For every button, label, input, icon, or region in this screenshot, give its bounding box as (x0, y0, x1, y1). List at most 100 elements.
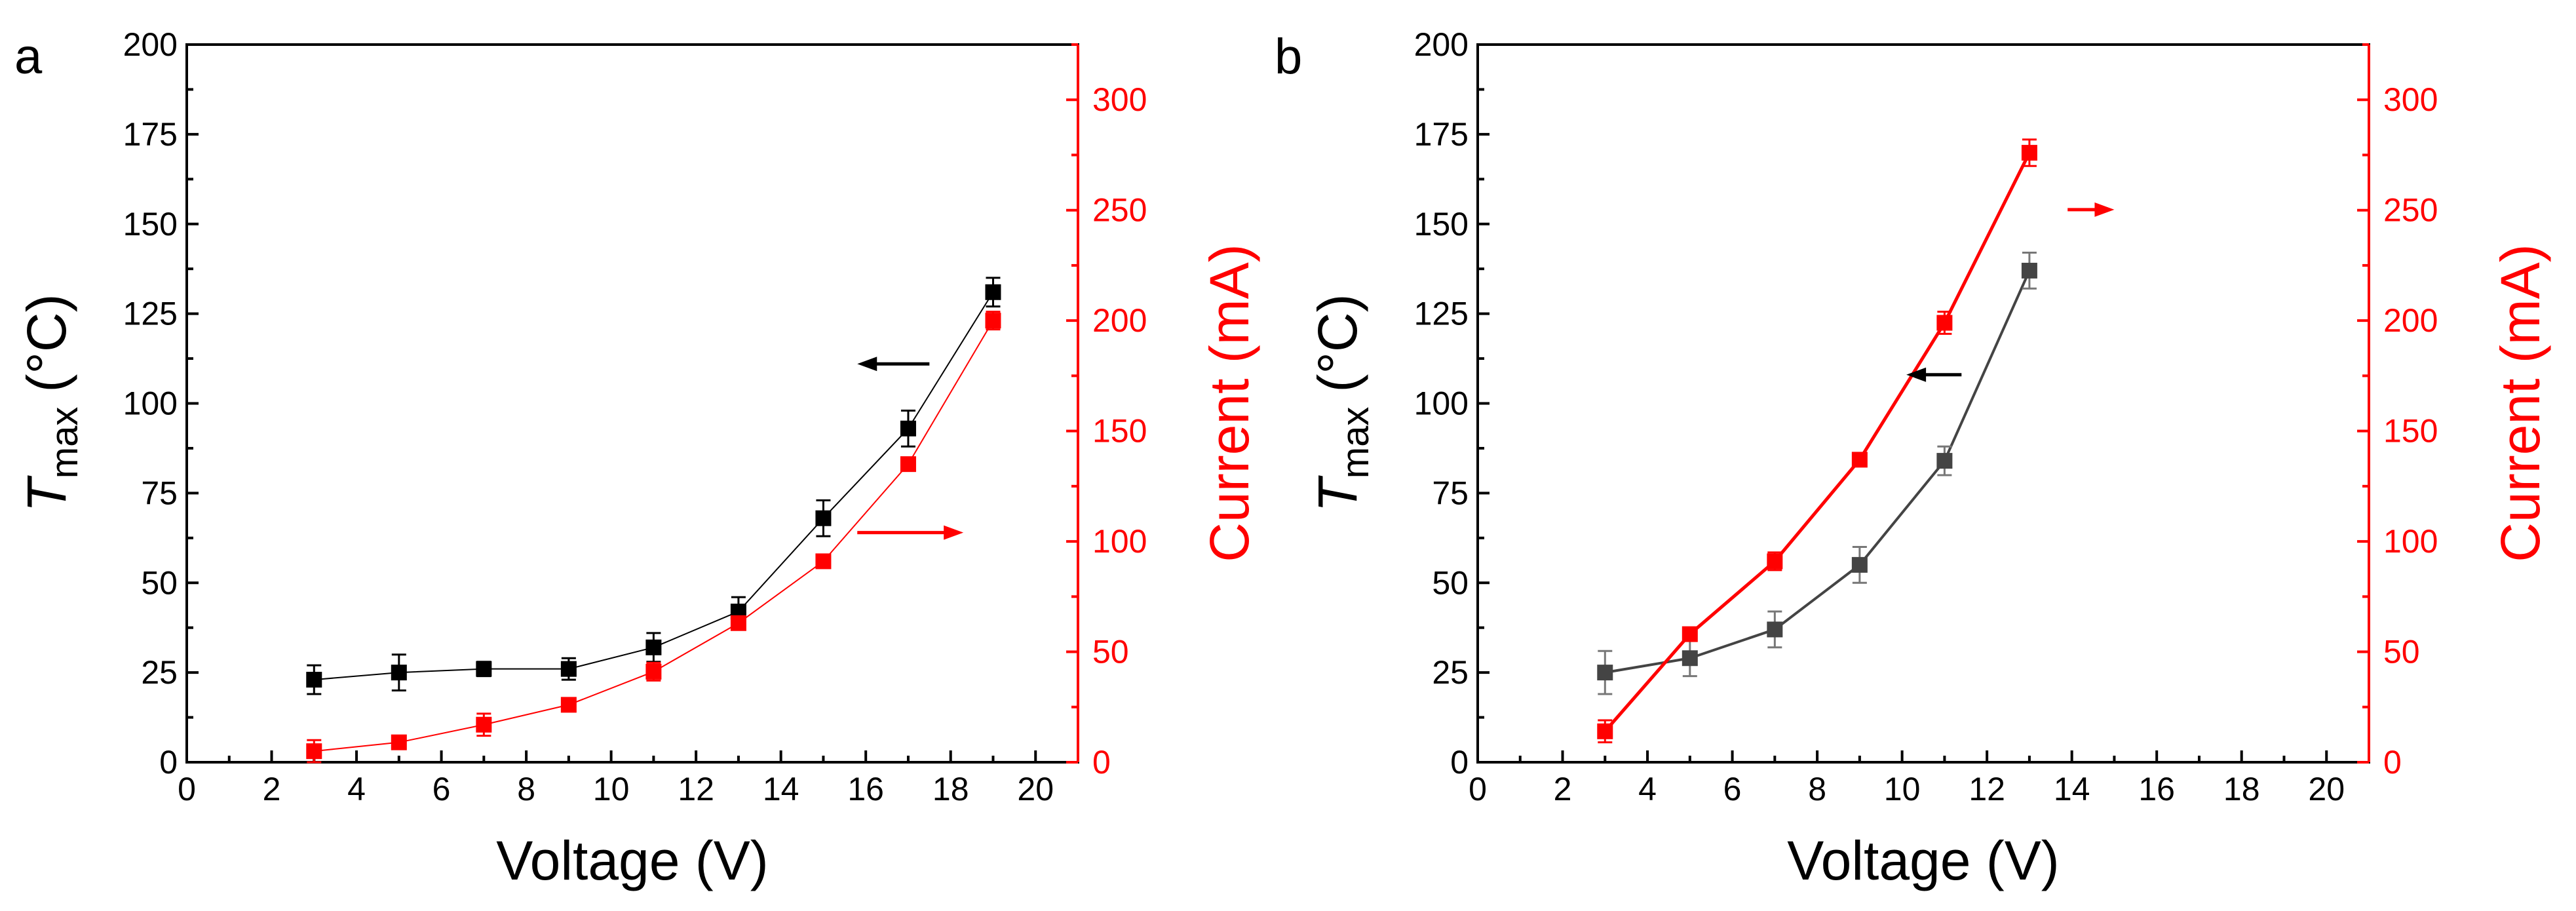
left-y-tick-label: 75 (1432, 475, 1469, 511)
data-point-Current (476, 716, 492, 733)
left-y-tick-label: 125 (1414, 296, 1469, 332)
data-point-T_max (2021, 262, 2037, 279)
right-y-tick-label: 0 (1092, 744, 1111, 781)
left-y-tick-label: 200 (123, 26, 178, 63)
series-line-Current (314, 320, 994, 752)
data-point-Current (645, 663, 662, 680)
x-tick-label: 16 (2138, 771, 2175, 807)
left-y-tick-label: 200 (1414, 26, 1469, 63)
right-y-tick-label: 300 (1092, 81, 1147, 118)
svg-text:Tmax(°C): Tmax (°C) (16, 294, 86, 512)
right-y-tick-label: 150 (2383, 413, 2438, 450)
series-line-Current (1604, 151, 2031, 733)
left-y-tick-label: 150 (1414, 206, 1469, 242)
left-y-tick-label: 175 (1414, 116, 1469, 153)
data-point-T_max (1597, 665, 1613, 681)
x-tick-label: 0 (1469, 771, 1487, 807)
left-y-tick-label: 75 (141, 475, 178, 511)
x-tick-label: 10 (1884, 771, 1921, 807)
x-tick-label: 6 (1723, 771, 1742, 807)
arrow-head (944, 525, 964, 540)
data-point-Current (1597, 723, 1613, 739)
arrow-head (857, 357, 877, 372)
x-tick-label: 10 (593, 771, 630, 807)
x-tick-label: 4 (347, 771, 366, 807)
data-point-T_max (985, 284, 1001, 300)
panel-b-left-y-axis-label: Tmax (°C) (1307, 294, 1377, 512)
data-point-T_max (1767, 621, 1783, 638)
left-y-tick-label: 125 (123, 296, 178, 332)
data-point-Current (1936, 315, 1953, 331)
right-y-tick-label: 0 (2383, 744, 2402, 781)
data-point-T_max (560, 661, 577, 677)
data-point-Current (306, 743, 322, 760)
panel-b-right-y-axis-label: Current (mA) (2489, 244, 2551, 562)
panel-a-ylabel-sub: max (43, 407, 86, 479)
panel-a-label: a (14, 29, 43, 85)
right-y-tick-label: 200 (1092, 302, 1147, 339)
right-y-tick-label: 50 (1092, 634, 1129, 670)
data-point-T_max (1851, 556, 1868, 573)
data-point-Current (2021, 145, 2037, 161)
x-tick-label: 4 (1638, 771, 1657, 807)
arrow-head (2094, 202, 2115, 217)
right-y-tick-label: 300 (2383, 81, 2438, 118)
panel-b: b 0 2 4 6 8 10 12 14 16 18 20 0 25 50 75 100 125 150 175 2… (1275, 26, 2551, 891)
right-y-tick-label: 100 (2383, 523, 2438, 560)
panel-a-series (306, 277, 1001, 764)
panel-b-arrows (1906, 202, 2115, 382)
data-point-T_max (476, 661, 492, 677)
x-tick-label: 14 (763, 771, 799, 807)
data-point-T_max (1936, 453, 1953, 469)
x-tick-label: 18 (932, 771, 969, 807)
data-point-Current (730, 615, 746, 631)
panel-a-ylabel-unit: (°C) (16, 294, 77, 392)
panel-b-x-ticks: 0 2 4 6 8 10 12 14 16 18 20 (1469, 750, 2345, 807)
panel-a-arrows (857, 357, 964, 540)
panel-a: a 0 2 4 6 8 10 12 14 16 18 20 0 25 50 75 100 125 150 175 2… (14, 26, 1260, 891)
panel-a-right-y-axis-label: Current (mA) (1199, 244, 1260, 562)
left-y-tick-label: 50 (1432, 564, 1469, 601)
left-y-tick-label: 175 (123, 116, 178, 153)
left-y-tick-label: 150 (123, 206, 178, 242)
x-tick-label: 2 (263, 771, 281, 807)
left-y-tick-label: 100 (1414, 385, 1469, 422)
data-point-Current (815, 553, 832, 570)
panel-b-label: b (1275, 29, 1302, 85)
panel-b-ylabel-unit: (°C) (1307, 294, 1368, 392)
panel-a-ylabel-t: T (16, 475, 77, 513)
data-point-T_max (900, 420, 916, 436)
x-tick-label: 12 (1969, 771, 2005, 807)
data-point-Current (1851, 452, 1868, 468)
series-line-T_max (1604, 270, 2031, 674)
left-y-tick-label: 25 (141, 654, 178, 691)
arrow-head (1906, 367, 1927, 382)
left-y-tick-label: 0 (159, 744, 178, 781)
x-tick-label: 8 (517, 771, 535, 807)
x-tick-label: 2 (1554, 771, 1572, 807)
data-point-Current (1682, 626, 1698, 642)
data-point-T_max (391, 665, 407, 681)
panel-a-x-ticks: 0 2 4 6 8 10 12 14 16 18 20 (178, 750, 1054, 807)
x-tick-label: 0 (178, 771, 196, 807)
panel-b-right-y-ticks: 0 50 100 150 200 250 300 (2357, 43, 2438, 781)
x-tick-label: 14 (2054, 771, 2090, 807)
right-y-tick-label: 250 (2383, 192, 2438, 229)
panel-a-left-y-axis-label: Tmax (°C) (16, 294, 86, 512)
panel-a-right-y-ticks: 0 50 100 150 200 250 300 (1066, 43, 1147, 781)
panel-b-series (1597, 138, 2037, 744)
left-y-tick-label: 25 (1432, 654, 1469, 691)
x-tick-label: 20 (1017, 771, 1054, 807)
left-y-tick-label: 0 (1450, 744, 1469, 781)
data-point-Current (560, 697, 577, 713)
right-y-tick-label: 100 (1092, 523, 1147, 560)
panel-b-left-y-ticks: 0 25 50 75 100 125 150 175 200 (1414, 26, 1490, 781)
series-line-T_max (314, 292, 994, 681)
svg-text:Tmax(°C): Tmax (°C) (1307, 294, 1377, 512)
data-point-T_max (1682, 650, 1698, 667)
x-tick-label: 18 (2223, 771, 2260, 807)
left-y-tick-label: 50 (141, 564, 178, 601)
data-point-Current (391, 734, 407, 750)
panel-b-ylabel-sub: max (1334, 407, 1377, 479)
data-point-Current (900, 456, 916, 473)
